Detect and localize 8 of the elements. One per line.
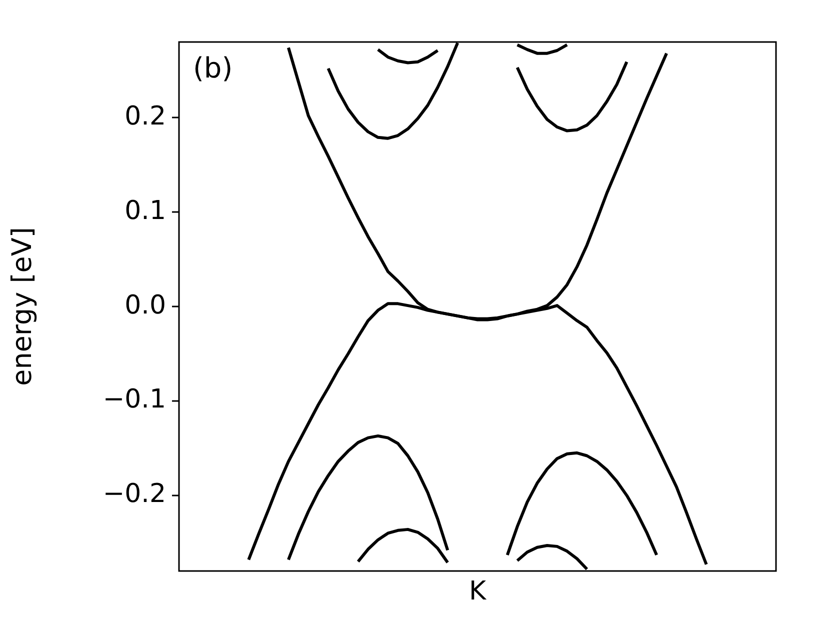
y-tick-label: 0.2 xyxy=(124,101,166,132)
annotation: (b) xyxy=(193,51,233,84)
x-tick-label: K xyxy=(468,576,487,606)
y-tick-label: −0.2 xyxy=(102,479,166,510)
y-tick-label: −0.1 xyxy=(102,384,166,415)
y-tick-label: 0.0 xyxy=(124,290,166,320)
y-axis-title: energy [eV] xyxy=(7,227,38,386)
y-tick-label: 0.1 xyxy=(124,196,166,226)
